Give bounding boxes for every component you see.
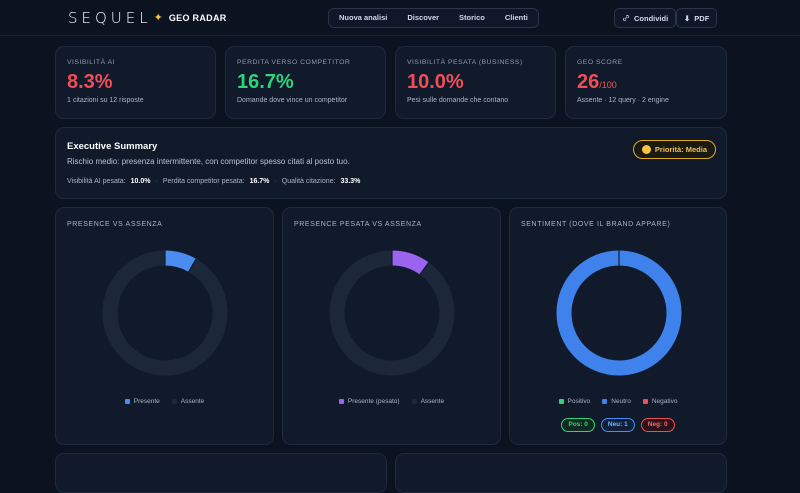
- bottom-card-left: [55, 453, 387, 493]
- sentiment-pill-positive: Pos: 0: [561, 418, 595, 432]
- summary-metric-value: 10.0%: [130, 178, 151, 185]
- kpi-label: GEO Score: [577, 59, 623, 66]
- separator-dot: ·: [274, 178, 277, 185]
- donut-slice-neutro[interactable]: [556, 250, 682, 376]
- legend-label: Assente: [180, 398, 205, 405]
- kpi-description: Assente · 12 query · 2 engine: [577, 97, 669, 104]
- legend-label: Positivo: [567, 398, 591, 405]
- kpi-description: Domande dove vince un competitor: [237, 97, 348, 104]
- kpi-label: Perdita verso competitor: [237, 59, 351, 66]
- chart-legend: Positivo Neutro Negativo: [510, 398, 726, 405]
- legend-item[interactable]: Presente (pesato): [338, 398, 400, 405]
- geo-score-suffix: /100: [599, 80, 617, 90]
- legend-item[interactable]: Assente: [411, 398, 445, 405]
- kpi-card-visibilita: Visibilità AI 8.3% 1 citazioni su 12 ris…: [55, 46, 216, 119]
- logo-spark-icon: ✦: [153, 11, 163, 24]
- sentiment-pill-neutral: Neu: 1: [600, 418, 635, 432]
- chart-title: Presence vs Assenza: [67, 221, 163, 228]
- summary-metrics: Visibilità AI pesata: 10.0% · Perdita com…: [67, 178, 360, 185]
- summary-metric-label: Perdita competitor pesata:: [162, 178, 245, 185]
- chart-card-presence-weighted: Presence pesata vs Assenza Presente (pes…: [282, 207, 501, 445]
- summary-title: Executive Summary: [67, 141, 158, 152]
- kpi-card-geo-score: GEO Score 26/100 Assente · 12 query · 2 …: [565, 46, 727, 119]
- donut-chart: [102, 250, 228, 376]
- slice-separator: [188, 258, 197, 273]
- legend-label: Presente (pesato): [347, 398, 400, 405]
- donut-slice-presente-pesato[interactable]: [391, 250, 429, 275]
- chart-legend: Presente (pesato) Assente: [283, 398, 500, 405]
- summary-metric-value: 33.3%: [340, 178, 361, 185]
- legend-swatch: [338, 399, 344, 404]
- priority-dot-icon: [641, 145, 651, 154]
- legend-swatch: [602, 399, 608, 404]
- separator-dot: ·: [155, 178, 158, 185]
- legend-swatch: [558, 399, 564, 404]
- legend-item[interactable]: Presente: [124, 398, 160, 405]
- legend-swatch: [411, 399, 417, 404]
- priority-label: Priorità: Media: [654, 145, 707, 154]
- donut-slice-assente[interactable]: [102, 250, 228, 376]
- kpi-value: 10.0%: [407, 71, 464, 93]
- donut-chart: [329, 250, 455, 376]
- kpi-description: Pesi sulle domande che contano: [407, 97, 509, 104]
- nav-storico[interactable]: Storico: [459, 13, 485, 22]
- sentiment-pill-negative: Neg: 0: [640, 418, 675, 432]
- kpi-card-perdita: Perdita verso competitor 16.7% Domande d…: [225, 46, 386, 119]
- donut-slice-assente[interactable]: [329, 250, 455, 376]
- slice-separator: [419, 262, 430, 275]
- main-nav: Nuova analisi Discover Storico Clienti: [328, 8, 539, 28]
- legend-label: Presente: [133, 398, 160, 405]
- legend-item[interactable]: Negativo: [642, 398, 678, 405]
- legend-swatch: [124, 399, 130, 404]
- chart-title: Presence pesata vs Assenza: [294, 221, 422, 228]
- donut-chart: [556, 250, 682, 376]
- link-icon: [623, 15, 629, 21]
- legend-swatch: [642, 399, 648, 404]
- kpi-value: 8.3%: [67, 71, 113, 93]
- legend-label: Assente: [420, 398, 445, 405]
- bottom-card-right: [395, 453, 727, 493]
- summary-text: Rischio medio: presenza intermittente, c…: [67, 157, 350, 166]
- chart-legend: Presente Assente: [56, 398, 273, 405]
- legend-swatch: [171, 399, 177, 404]
- chart-title: Sentiment (dove il brand appare): [521, 221, 671, 228]
- legend-item[interactable]: Positivo: [558, 398, 591, 405]
- chart-card-sentiment: Sentiment (dove il brand appare) Positiv…: [509, 207, 727, 445]
- sentiment-pills: Pos: 0 Neu: 1 Neg: 0: [510, 418, 726, 432]
- kpi-value: 16.7%: [237, 71, 294, 93]
- executive-summary-card: Executive Summary Rischio medio: presenz…: [55, 127, 727, 199]
- geo-score-number: 26: [577, 71, 600, 93]
- share-label: Condividi: [634, 13, 669, 23]
- share-button[interactable]: Condividi: [614, 8, 677, 28]
- top-bar: SEQUEL ✦ GEO RADAR Nuova analisi Discove…: [0, 0, 800, 36]
- nav-nuova-analisi[interactable]: Nuova analisi: [339, 13, 388, 22]
- legend-item[interactable]: Neutro: [602, 398, 631, 405]
- kpi-card-visibilita-pesata: Visibilità pesata (business) 10.0% Pesi …: [395, 46, 556, 119]
- product-name: GEO RADAR: [168, 13, 227, 23]
- summary-metric-label: Visibilità AI pesata:: [67, 178, 126, 185]
- nav-clienti[interactable]: Clienti: [504, 13, 528, 22]
- brand-logo[interactable]: SEQUEL ✦ GEO RADAR: [68, 9, 227, 27]
- logo-wordmark: SEQUEL: [68, 9, 152, 27]
- kpi-value: 26/100: [577, 71, 617, 94]
- donut-slice-presente[interactable]: [164, 250, 197, 272]
- priority-badge: Priorità: Media: [632, 140, 716, 159]
- pdf-label: PDF: [694, 13, 710, 23]
- legend-item[interactable]: Assente: [171, 398, 205, 405]
- pdf-button[interactable]: ⬇ PDF: [676, 8, 718, 28]
- nav-discover[interactable]: Discover: [407, 13, 440, 22]
- summary-metric-value: 16.7%: [249, 178, 270, 185]
- legend-label: Negativo: [651, 398, 678, 405]
- kpi-label: Visibilità AI: [67, 59, 116, 66]
- summary-metric-label: Qualità citazione:: [281, 178, 336, 185]
- legend-label: Neutro: [611, 398, 631, 405]
- kpi-label: Visibilità pesata (business): [407, 59, 523, 66]
- download-icon: ⬇: [684, 13, 691, 23]
- chart-card-presence: Presence vs Assenza Presente Assente: [55, 207, 274, 445]
- kpi-description: 1 citazioni su 12 risposte: [67, 97, 144, 104]
